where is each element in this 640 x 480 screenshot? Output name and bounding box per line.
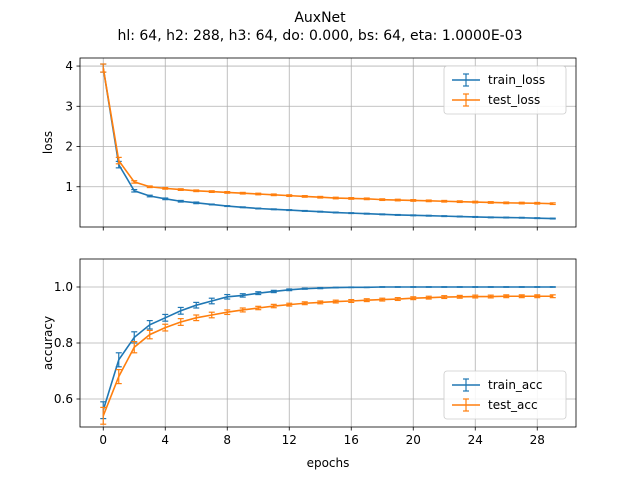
x-tick-label: 24 [468,433,483,447]
chart-subtitle: hl: 64, h2: 288, h3: 64, do: 0.000, bs: … [117,28,522,44]
legend-box [443,370,567,420]
legend-label: train_acc [488,378,542,392]
y-tick-label: 3 [65,99,73,113]
x-tick-label: 28 [530,433,545,447]
x-tick-label: 20 [406,433,421,447]
accuracy-panel: 0 4 8 12 16 20 24 280.60.81.0accuracytrain_acct… [41,258,577,447]
series-train_loss [100,63,556,220]
legend: train_loss test_loss [443,65,567,115]
series-test_loss [100,63,556,206]
series-line-test_loss [102,67,553,205]
y-tick-label: 0.6 [54,392,73,406]
y-axis-label: accuracy [41,316,55,370]
y-tick-label: 4 [65,59,73,73]
series-test_acc [100,294,556,425]
y-tick-label: 1.0 [54,280,73,294]
y-tick-label: 0.8 [54,336,73,350]
loss-panel: 1 2 3 4 loss train_loss test_loss [41,57,577,231]
legend-box [443,65,567,115]
x-tick-label: 8 [223,433,231,447]
x-axis-label: epochs [307,456,350,470]
y-tick-label: 2 [65,140,73,154]
legend-label: test_acc [488,398,538,412]
series-line-train_acc [102,286,553,411]
x-tick-label: 12 [282,433,297,447]
axes-frame [79,258,577,428]
x-tick-label: 16 [344,433,359,447]
y-axis-label: loss [41,131,55,154]
x-tick-label: 0 [99,433,107,447]
legend: train_acc test_acc [443,370,567,420]
legend-label: train_loss [488,73,545,87]
series-train_acc [100,286,556,420]
series-line-test_acc [102,295,553,417]
series-line-train_loss [102,67,553,220]
y-tick-label: 1 [65,180,73,194]
legend-label: test_loss [488,93,540,107]
chart-title: AuxNet [294,10,346,26]
axes-frame [79,57,577,228]
x-tick-label: 4 [161,433,169,447]
